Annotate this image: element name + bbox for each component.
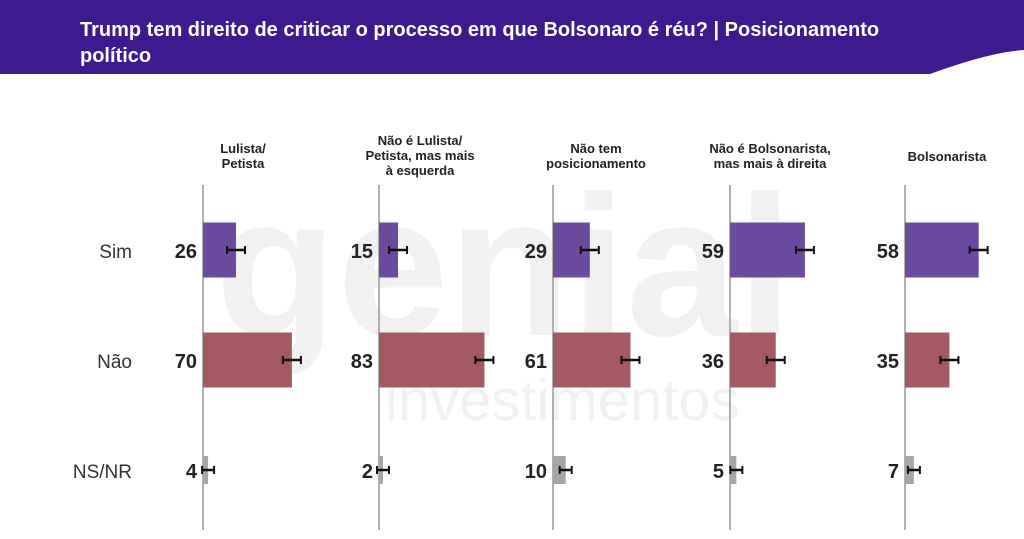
panel-1: Lulista/Petista 26 70 4 [175,141,302,530]
panel-header: Bolsonarista [908,149,988,164]
bar [379,332,485,388]
data-label: 15 [351,241,373,263]
data-label: 29 [525,241,547,263]
data-label: 10 [525,461,547,483]
bar [553,332,631,388]
watermark-brand-text: genial [215,155,793,378]
data-label: 5 [713,461,724,483]
panel-header: Lulista/Petista [220,141,266,171]
data-label: 26 [175,241,197,263]
data-label: 4 [186,461,198,483]
panel-5: Bolsonarista 58 35 7 [877,149,989,530]
panel-header: Não tem posicionamento [546,141,646,171]
data-label: 36 [702,351,724,373]
data-label: 58 [877,241,899,263]
row-label-nsnr: NS/NR [73,462,132,483]
row-label-sim: Sim [99,242,132,263]
chart-title: Trump tem direito de criticar o processo… [80,19,880,67]
panel-3: Não tem posicionamento 29 61 10 [525,141,646,530]
data-label: 7 [888,461,899,483]
panel-4: Não é Bolsonarista, mas mais à direita 59 3… [702,141,831,530]
bar [203,332,292,388]
header-background [0,0,1024,74]
panel-2: Não é Lulista/Petista, mas mais à esquerd… [351,133,495,530]
data-label: 61 [525,351,547,373]
data-label: 59 [702,241,724,263]
panel-header: Não é Bolsonarista, mas mais à direita [709,141,830,171]
header-banner: Trump tem direito de criticar o processo… [0,0,1024,74]
data-label: 83 [351,351,373,373]
panel-header: Não é Lulista/Petista, mas mais à esquerd… [365,133,474,178]
data-label: 70 [175,351,197,373]
row-label-nao: Não [97,352,132,373]
data-label: 35 [877,351,899,373]
bar [730,222,805,278]
data-label: 2 [362,461,373,483]
bar [905,222,979,278]
